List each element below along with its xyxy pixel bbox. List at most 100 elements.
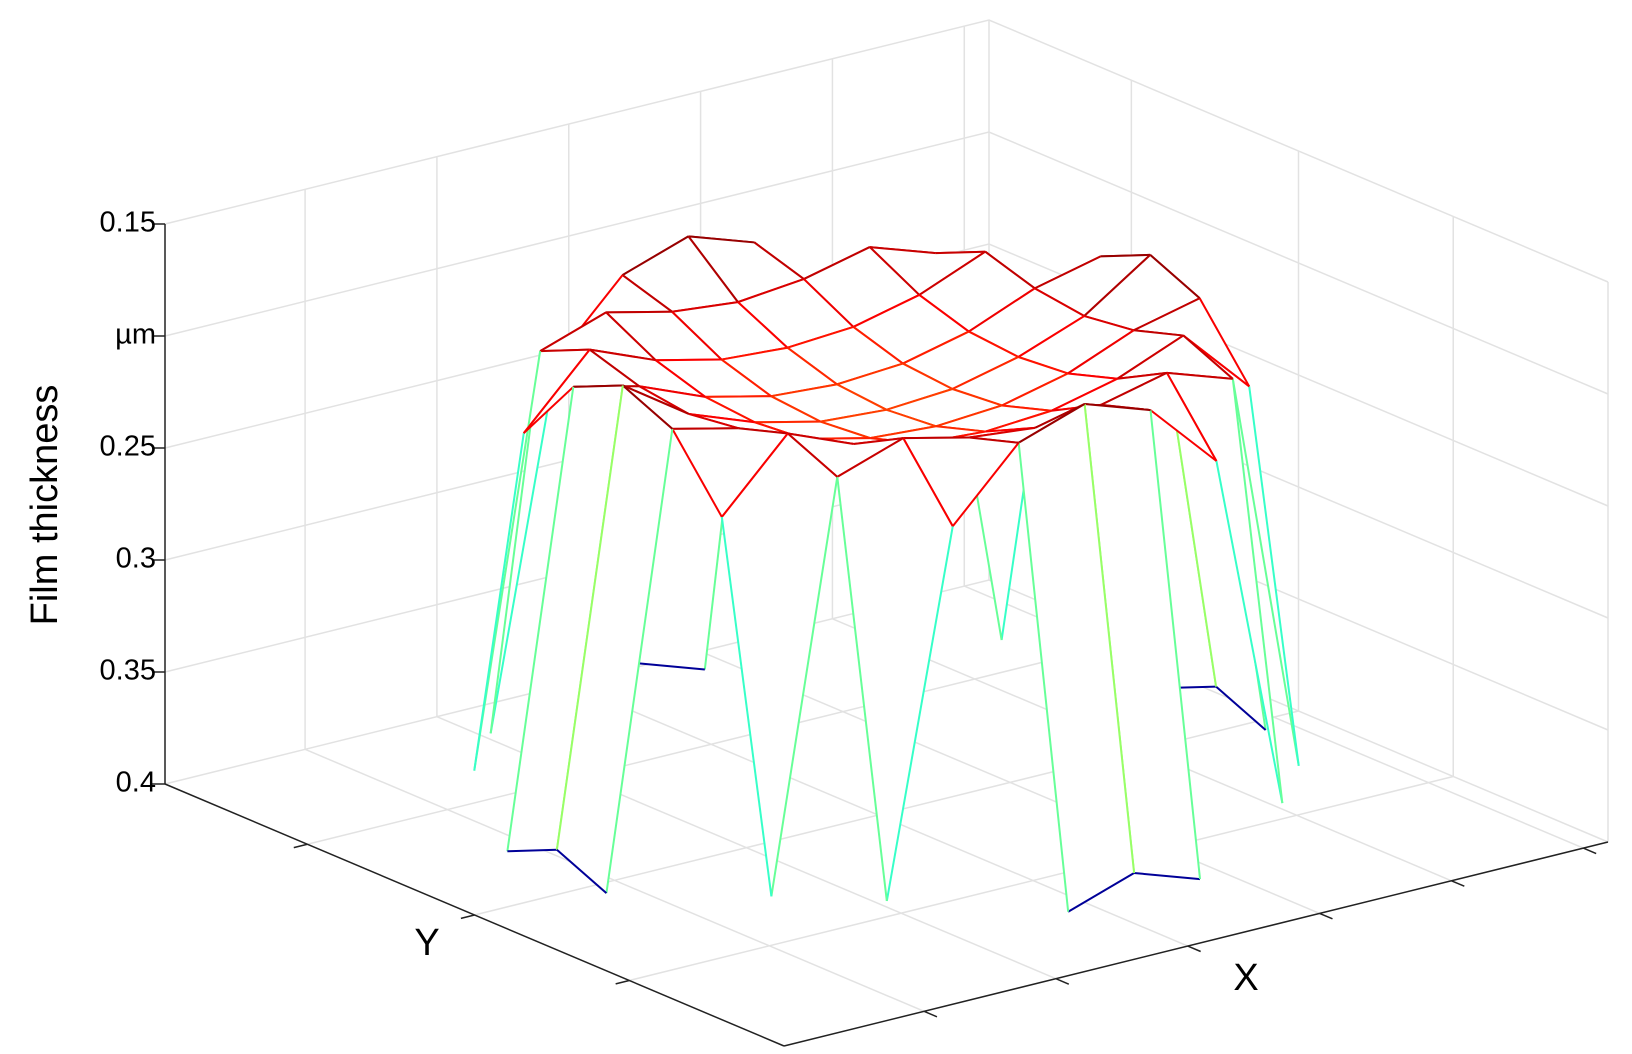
mesh-edge xyxy=(737,301,789,349)
mesh-edge xyxy=(573,384,623,388)
y-axis-label: Y xyxy=(414,922,439,964)
surface-face xyxy=(754,421,871,439)
mesh-edge xyxy=(622,384,673,430)
mesh-edge xyxy=(1248,386,1300,766)
surface-face xyxy=(705,396,821,423)
mesh-edge xyxy=(671,301,739,313)
mesh-edge xyxy=(720,358,772,398)
mesh-edge xyxy=(1051,377,1118,412)
mesh-edge xyxy=(951,356,1019,390)
mesh-edge xyxy=(786,346,838,386)
mesh-edge xyxy=(886,408,937,428)
mesh-edge xyxy=(1215,460,1284,804)
z-tick-label: 0.15 xyxy=(100,207,156,239)
mesh-edge xyxy=(1067,872,1135,913)
mesh-edge xyxy=(1149,410,1202,880)
mesh-edge xyxy=(803,246,871,280)
mesh-edge xyxy=(705,395,772,398)
mesh-edge xyxy=(1083,254,1151,317)
mesh-edge xyxy=(605,311,657,361)
surface-face xyxy=(952,357,1068,406)
mesh-edge xyxy=(507,848,557,853)
mesh-edge xyxy=(918,250,986,296)
mesh-edge xyxy=(836,476,888,902)
mesh-edge xyxy=(605,428,674,894)
mesh-edge xyxy=(1017,442,1070,912)
mesh-edge xyxy=(1149,409,1218,462)
mesh-edge xyxy=(737,278,805,304)
grid-line xyxy=(164,19,1609,283)
x-tick xyxy=(923,1010,938,1018)
surface-face xyxy=(1100,372,1217,461)
surface-face xyxy=(672,302,788,360)
surface-face xyxy=(540,312,656,361)
mesh-edge xyxy=(952,388,1003,407)
surface-face xyxy=(622,236,738,312)
mesh-edge xyxy=(852,294,920,328)
axes: 0.15 µm 0.25 0.3 0.35 0.4 xyxy=(100,207,1609,1047)
mesh-edge xyxy=(787,432,854,446)
surface-face xyxy=(837,438,953,901)
surface-face xyxy=(672,428,788,517)
mesh-edge xyxy=(506,386,575,852)
surface-face xyxy=(721,433,838,897)
mesh-edge xyxy=(869,425,937,440)
mesh-edge xyxy=(1067,372,1118,380)
surface-face xyxy=(1166,372,1283,804)
surface-face xyxy=(1018,316,1134,374)
mesh-edge xyxy=(721,432,789,518)
mesh-edge xyxy=(655,359,706,398)
mesh-edge xyxy=(968,426,1036,439)
surface-face xyxy=(655,359,772,397)
mesh-edge xyxy=(820,408,887,423)
mesh-edge xyxy=(720,516,773,897)
mesh-edge xyxy=(473,433,525,771)
mesh-edge xyxy=(738,427,788,435)
mesh-edge xyxy=(606,310,673,314)
mesh-edge xyxy=(1018,356,1069,375)
mesh-edge xyxy=(523,386,574,434)
mesh-edge xyxy=(935,404,1003,428)
mesh-edge xyxy=(1018,403,1086,444)
mesh-edge xyxy=(555,385,624,850)
mesh-edge xyxy=(489,358,558,734)
surface-face xyxy=(622,385,739,429)
mesh-edge xyxy=(1231,378,1284,804)
mesh-edge xyxy=(836,437,904,478)
mesh-edge xyxy=(869,246,936,255)
surface-face xyxy=(1133,298,1250,387)
surface-face xyxy=(853,294,969,364)
mesh-edge xyxy=(1017,315,1085,358)
surface-face xyxy=(639,386,755,423)
surface-face xyxy=(869,247,986,295)
mesh-edge xyxy=(902,330,970,365)
mesh-edge xyxy=(556,849,608,894)
mesh-edge xyxy=(1182,334,1234,380)
floor-grid-line xyxy=(307,639,1132,845)
mesh-edge xyxy=(1067,329,1135,375)
mesh-edge xyxy=(1084,403,1151,412)
mesh-edge xyxy=(639,385,706,398)
mesh-edge xyxy=(589,348,656,362)
mesh-edge xyxy=(1100,371,1168,406)
mesh-edge xyxy=(969,436,1019,444)
mesh-edge xyxy=(1116,334,1184,380)
surface-face xyxy=(507,385,623,852)
mesh-edge xyxy=(820,420,871,440)
mesh-edge xyxy=(836,383,887,411)
surface-face xyxy=(523,349,640,434)
x-tick xyxy=(1319,912,1333,920)
mesh-edge xyxy=(984,250,1036,290)
surface xyxy=(473,235,1300,913)
mesh-edge xyxy=(754,420,821,424)
mesh-edge xyxy=(589,348,640,388)
mesh-edge xyxy=(787,432,838,478)
mesh-edge xyxy=(638,662,705,671)
mesh-edge xyxy=(985,409,1052,433)
x-tick xyxy=(1187,945,1201,953)
mesh-edge xyxy=(770,395,822,423)
mesh-edge xyxy=(951,442,1020,527)
mesh-edge xyxy=(935,250,986,255)
